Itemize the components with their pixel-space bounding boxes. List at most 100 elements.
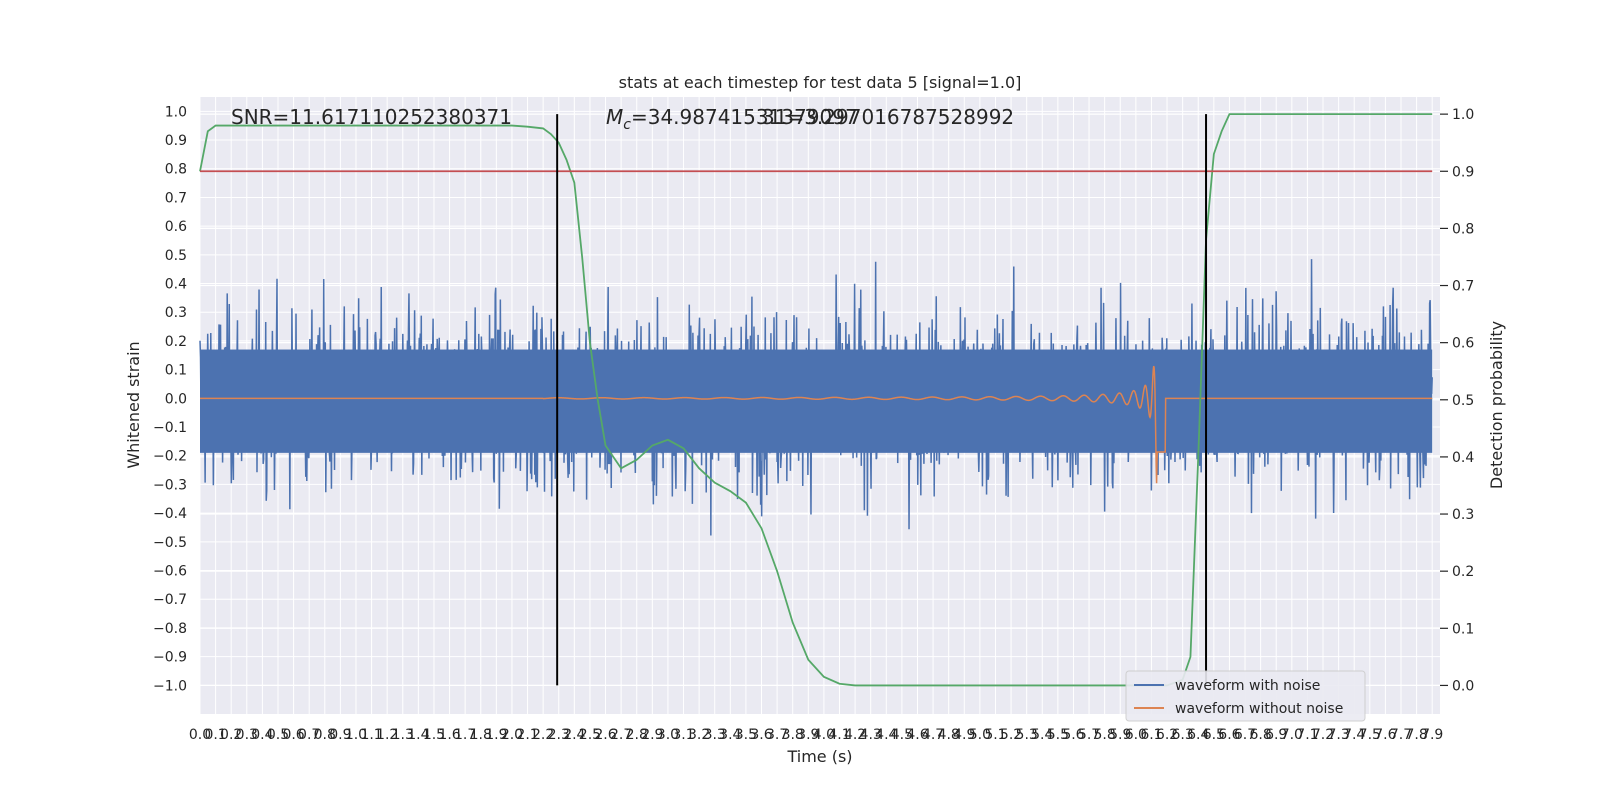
x-tick-label: 6.8 (1249, 727, 1271, 743)
x-tick-label: 7.1 (1296, 727, 1318, 743)
x-tick-label: 3.3 (704, 727, 726, 743)
noise-waveform-band (200, 349, 1433, 453)
x-tick-label: 1.3 (392, 727, 414, 743)
x-tick-label: 7.7 (1390, 727, 1412, 743)
x-tick-label: 3.8 (782, 727, 804, 743)
x-tick-label: 0.8 (314, 727, 336, 743)
x-tick-label: 6.0 (1125, 727, 1147, 743)
x-tick-label: 3.6 (750, 727, 772, 743)
left-y-tick-label: 0.4 (165, 277, 187, 293)
x-tick-label: 1.5 (423, 727, 445, 743)
left-y-tick-label: −0.2 (153, 449, 187, 465)
right-y-tick-label: 0.7 (1452, 279, 1474, 295)
left-y-axis-label: Whitened strain (124, 341, 143, 468)
left-y-tick-label: 0.3 (165, 305, 187, 321)
chart-title: stats at each timestep for test data 5 [… (619, 73, 1022, 92)
x-tick-label: 1.7 (454, 727, 476, 743)
x-tick-label: 6.6 (1218, 727, 1240, 743)
x-tick-label: 6.4 (1187, 727, 1209, 743)
x-tick-label: 7.8 (1405, 727, 1427, 743)
right-y-tick-label: 0.1 (1452, 621, 1474, 637)
x-tick-label: 4.6 (906, 727, 928, 743)
right-y-tick-label: 1.0 (1452, 107, 1474, 123)
right-y-tick-label: 0.0 (1452, 678, 1474, 694)
left-y-tick-label: 0.0 (165, 391, 187, 407)
right-y-tick-label: 0.4 (1452, 450, 1474, 466)
x-tick-label: 0.5 (267, 727, 289, 743)
detection-probability-series (199, 113, 1433, 687)
x-tick-label: 3.7 (766, 727, 788, 743)
x-tick-label: 0.1 (204, 727, 226, 743)
left-y-tick-label: −0.6 (153, 564, 187, 580)
x-tick-label: 5.0 (969, 727, 991, 743)
left-y-tick-label: −0.3 (153, 477, 187, 493)
overlap-annotation: 31=3.297016787528992 (762, 105, 1014, 129)
x-tick-label: 1.1 (360, 727, 382, 743)
x-tick-label: 5.1 (984, 727, 1006, 743)
x-tick-label: 2.7 (610, 727, 632, 743)
right-y-tick-label: 0.3 (1452, 507, 1474, 523)
x-tick-label: 6.3 (1172, 727, 1194, 743)
clean-waveform-line (200, 365, 1433, 484)
x-tick-label: 5.5 (1047, 727, 1069, 743)
left-y-tick-label: 0.2 (165, 334, 187, 350)
left-y-tick-label: −0.8 (153, 621, 187, 637)
x-tick-label: 3.5 (735, 727, 757, 743)
left-y-tick-labels: 1.0 0.9 0.8 0.7 0.6 0.5 0.4 0.3 0.2 0.1 0.0 −0.1 −0.… (153, 104, 187, 694)
legend-label-clean: waveform without noise (1175, 701, 1343, 717)
left-y-tick-label: −0.1 (153, 420, 187, 436)
right-y-tick-label: 0.6 (1452, 336, 1474, 352)
x-tick-label: 7.3 (1327, 727, 1349, 743)
x-tick-label: 4.0 (813, 727, 835, 743)
x-tick-label: 5.7 (1078, 727, 1100, 743)
x-tick-label: 3.4 (719, 727, 741, 743)
x-tick-label: 7.9 (1421, 727, 1443, 743)
x-tick-label: 7.2 (1312, 727, 1334, 743)
left-y-tick-label: 0.8 (165, 162, 187, 178)
legend: waveform with noise waveform without noi… (1125, 670, 1366, 722)
x-tick-label: 4.7 (922, 727, 944, 743)
x-tick-label: 5.4 (1031, 727, 1053, 743)
x-tick-label: 6.5 (1203, 727, 1225, 743)
left-y-tick-label: 0.5 (165, 248, 187, 264)
x-tick-label: 4.3 (860, 727, 882, 743)
x-tick-label: 2.1 (516, 727, 538, 743)
chirp-mass-subscript: c (623, 117, 631, 133)
x-tick-label: 3.0 (657, 727, 679, 743)
x-tick-label: 5.2 (1000, 727, 1022, 743)
x-tick-labels: 0.00.10.20.30.40.50.60.70.80.91.01.11.21… (189, 727, 1443, 743)
waveform-without-noise-series (200, 365, 1433, 484)
left-y-tick-label: −0.9 (153, 650, 187, 666)
x-tick-label: 6.7 (1234, 727, 1256, 743)
x-tick-label: 1.9 (485, 727, 507, 743)
x-tick-label: 0.3 (236, 727, 258, 743)
x-tick-label: 7.5 (1359, 727, 1381, 743)
x-tick-label: 5.9 (1109, 727, 1131, 743)
x-tick-label: 6.2 (1156, 727, 1178, 743)
snr-annotation: SNR=11.617110252380371 (231, 105, 512, 129)
x-tick-label: 3.2 (688, 727, 710, 743)
x-tick-label: 2.2 (532, 727, 554, 743)
x-tick-label: 4.5 (891, 727, 913, 743)
x-axis-label: Time (s) (786, 747, 852, 766)
chirp-mass-annotation: Mc=34.98741531379097 (606, 105, 858, 133)
left-y-tick-label: 0.1 (165, 363, 187, 379)
x-tick-label: 0.2 (220, 727, 242, 743)
waveform-with-noise-series (199, 259, 1433, 536)
x-tick-label: 3.1 (672, 727, 694, 743)
x-tick-label: 4.4 (875, 727, 897, 743)
left-y-tick-label: 0.7 (165, 190, 187, 206)
right-y-tick-label: 0.2 (1452, 564, 1474, 580)
legend-label-noise: waveform with noise (1175, 678, 1320, 694)
chirp-mass-symbol: M (606, 105, 623, 129)
x-tick-label: 0.4 (251, 727, 273, 743)
x-tick-label: 3.9 (797, 727, 819, 743)
legend-box (1125, 670, 1366, 722)
x-tick-label: 0.0 (189, 727, 211, 743)
left-y-tick-label: 0.9 (165, 133, 187, 149)
right-y-tick-label: 0.8 (1452, 221, 1474, 237)
x-tick-label: 2.8 (626, 727, 648, 743)
left-y-tick-label: 1.0 (165, 104, 187, 120)
x-tick-label: 4.9 (953, 727, 975, 743)
